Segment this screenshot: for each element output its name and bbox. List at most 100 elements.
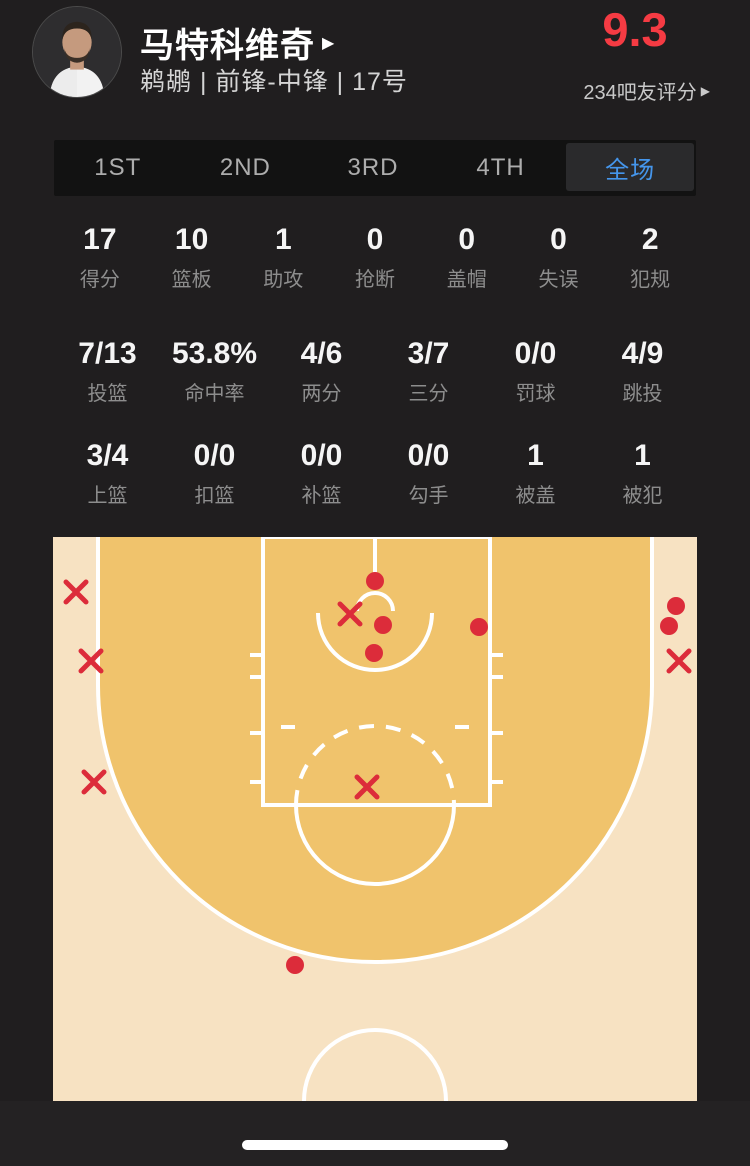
stat-label: 篮板 (171, 269, 212, 291)
tab-3rd[interactable]: 3RD (347, 154, 399, 181)
rating-score: 9.3 (602, 3, 668, 56)
quarter-tab-bar: 1ST 2ND 3RD 4TH 全场 (54, 140, 696, 196)
missed-shot-marker (337, 601, 363, 627)
stat-label: 盖帽 (446, 269, 487, 291)
free-throw-circle-bottom (294, 804, 456, 886)
stat-盖帽: 0 盖帽 (421, 222, 513, 292)
stat-被犯: 1 被犯 (589, 438, 696, 508)
three-point-line (96, 537, 654, 964)
made-shot-marker (286, 956, 304, 974)
stat-label: 上篮 (87, 485, 128, 507)
stat-label: 失误 (538, 269, 579, 291)
stat-篮板: 10 篮板 (146, 222, 238, 292)
stat-value: 4/6 (300, 337, 343, 370)
stat-投篮: 7/13 投篮 (54, 336, 161, 406)
stat-助攻: 1 助攻 (237, 222, 329, 292)
player-name: 马特科维奇 (140, 27, 315, 65)
stat-row-1: 17 得分 10 篮板 1 助攻 0 抢断 0 盖帽 0 失误 2 犯规 (54, 222, 696, 292)
made-shot-marker (374, 616, 392, 634)
stat-勾手: 0/0 勾手 (375, 438, 482, 508)
stat-被盖: 1 被盖 (482, 438, 589, 508)
stat-命中率: 53.8% 命中率 (161, 336, 268, 406)
stat-label: 助攻 (263, 269, 304, 291)
stat-value: 1 (527, 439, 544, 472)
stat-value: 53.8% (171, 337, 258, 370)
stat-抢断: 0 抢断 (329, 222, 421, 292)
stat-row-2: 7/13 投篮 53.8% 命中率 4/6 两分 3/7 三分 0/0 罚球 4/9 跳投 (54, 336, 696, 406)
stat-value: 17 (83, 223, 117, 256)
stat-value: 4/9 (621, 337, 664, 370)
stat-value: 7/13 (78, 337, 137, 370)
stat-value: 0 (458, 223, 476, 256)
inside-arc-area (98, 537, 652, 962)
caption-arrow-icon: ▶ (700, 83, 710, 98)
lane-hash-right (490, 653, 503, 784)
stat-value: 0/0 (300, 439, 343, 472)
key-lane (261, 537, 492, 807)
stat-label: 跳投 (622, 383, 663, 405)
stat-失误: 0 失误 (513, 222, 605, 292)
shot-chart-svg (53, 537, 697, 1101)
player-avatar[interactable] (32, 6, 122, 98)
stat-两分: 4/6 两分 (268, 336, 375, 406)
stat-label: 勾手 (408, 485, 449, 507)
bottom-bar (0, 1101, 750, 1166)
missed-shot-marker (63, 579, 89, 605)
stat-value: 0 (366, 223, 384, 256)
stat-value: 10 (174, 223, 209, 256)
stat-value: 0 (550, 223, 567, 256)
stat-label: 命中率 (184, 383, 245, 405)
stat-label: 抢断 (355, 269, 396, 291)
made-shot-marker (660, 617, 678, 635)
stat-value: 0/0 (514, 337, 557, 370)
stat-label: 被盖 (515, 485, 556, 507)
stat-得分: 17 得分 (54, 222, 146, 292)
stat-row-3: 3/4 上篮 0/0 扣篮 0/0 补篮 0/0 勾手 1 被盖 1 被犯 (54, 438, 696, 508)
stat-跳投: 4/9 跳投 (589, 336, 696, 406)
stat-label: 扣篮 (194, 485, 235, 507)
rating-caption: 234吧友评分 (583, 82, 697, 104)
stat-label: 三分 (408, 383, 449, 405)
stat-value: 1 (274, 223, 292, 256)
tab-1st[interactable]: 1ST (94, 154, 142, 181)
missed-shot-marker (354, 774, 380, 800)
restricted-area-arc (316, 612, 434, 672)
stat-value: 3/4 (86, 439, 129, 472)
tab-4th[interactable]: 4TH (476, 154, 525, 181)
missed-shot-marker (78, 648, 104, 674)
stat-三分: 3/7 三分 (375, 336, 482, 406)
lane-hash-left (250, 653, 263, 784)
missed-shot-marker (666, 648, 692, 674)
made-shot-marker (365, 644, 383, 662)
tab-full-game[interactable]: 全场 (566, 143, 694, 191)
stat-补篮: 0/0 补篮 (268, 438, 375, 508)
stat-label: 犯规 (630, 269, 671, 291)
stat-上篮: 3/4 上篮 (54, 438, 161, 508)
player-photo (33, 7, 121, 97)
free-throw-circle-top (294, 724, 456, 806)
stat-label: 罚球 (515, 383, 556, 405)
player-subtitle: 鹈鹕 | 前锋-中锋 | 17号 (140, 68, 408, 96)
stat-value: 3/7 (407, 337, 450, 370)
made-shot-marker (667, 597, 685, 615)
stat-label: 投篮 (87, 383, 128, 405)
stat-罚球: 0/0 罚球 (482, 336, 589, 406)
stat-扣篮: 0/0 扣篮 (161, 438, 268, 508)
stat-label: 补篮 (301, 485, 342, 507)
center-circle (302, 1028, 448, 1101)
stat-label: 两分 (301, 383, 342, 405)
name-arrow-icon: ▶ (322, 34, 336, 52)
made-shot-marker (470, 618, 488, 636)
stat-value: 1 (634, 439, 651, 472)
missed-shot-marker (81, 769, 107, 795)
tab-2nd[interactable]: 2ND (219, 154, 271, 181)
stat-label: 被犯 (622, 485, 663, 507)
home-indicator[interactable] (242, 1140, 508, 1150)
made-shot-marker (366, 572, 384, 590)
stat-犯规: 2 犯规 (604, 222, 696, 292)
player-name-row[interactable]: 马特科维奇 ▶ (140, 18, 335, 67)
rating-caption-row[interactable]: 234吧友评分 ▶ (583, 76, 710, 105)
stat-label: 得分 (79, 269, 120, 291)
court-lines (96, 537, 654, 1101)
stat-value: 2 (641, 223, 659, 256)
